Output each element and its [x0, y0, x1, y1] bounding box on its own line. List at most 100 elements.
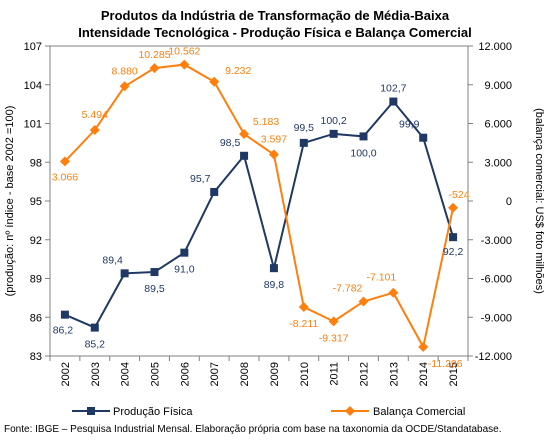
legend-swatch-producao-marker — [87, 407, 95, 415]
data-label-producao: 98,5 — [220, 137, 241, 149]
series-line-0 — [64, 99, 455, 329]
point-producao — [120, 269, 129, 278]
point-producao — [180, 248, 189, 257]
point-producao — [60, 310, 69, 319]
data-label-balanca: 9.232 — [225, 65, 251, 77]
point-producao — [150, 268, 159, 277]
right-tick-label: -3.000 — [481, 235, 512, 247]
point-producao — [329, 129, 338, 138]
right-tick-label: 3.000 — [484, 157, 512, 169]
axes: 2002 2003 2004 2005 2006 2007 2008 2009 2010 2011… — [24, 41, 512, 386]
data-label-balanca: 8.880 — [112, 65, 138, 77]
right-axis-title: (balança comercial: US$ foto milhões) — [533, 108, 545, 294]
left-tick-label: 83 — [30, 351, 42, 363]
chart-subtitle: Intensidade Tecnológica - Produção Físic… — [78, 25, 472, 40]
right-tick-label: 0 — [506, 196, 512, 208]
right-tick-label: 9.000 — [484, 80, 512, 92]
x-tick-label: 2009 — [269, 362, 281, 386]
point-balanca — [89, 125, 100, 136]
data-label-balanca: 3.066 — [52, 171, 78, 183]
x-tick-label: 2012 — [359, 362, 371, 386]
data-label-balanca: 5.183 — [253, 116, 279, 128]
point-balanca — [59, 156, 70, 167]
point-producao — [419, 133, 428, 142]
x-tick-label: 2004 — [120, 362, 132, 386]
data-label-balanca: -524 — [449, 189, 470, 201]
right-tick-label: 12.000 — [478, 41, 512, 53]
point-producao — [240, 151, 249, 160]
point-balanca — [149, 63, 160, 74]
x-tick-label: 2014 — [418, 362, 430, 386]
x-tick-label: 2008 — [239, 362, 251, 386]
point-producao — [299, 138, 308, 147]
x-tick-label: 2011 — [329, 362, 341, 386]
left-tick-label: 89 — [30, 274, 42, 286]
point-balanca — [328, 316, 339, 327]
legend: Produção Física Balança Comercial — [72, 406, 465, 418]
x-tick-label: 2006 — [179, 362, 191, 386]
legend-swatch-balanca-marker — [345, 406, 355, 416]
point-balanca — [179, 59, 190, 70]
data-label-producao: 89,5 — [144, 283, 165, 295]
legend-label-balanca: Balança Comercial — [373, 406, 465, 418]
point-producao — [210, 187, 219, 196]
point-producao — [90, 323, 99, 332]
legend-item-balanca: Balança Comercial — [331, 406, 465, 418]
point-balanca — [358, 296, 369, 307]
series-line-1 — [64, 63, 455, 350]
data-label-producao: 102,7 — [380, 83, 406, 95]
point-balanca — [119, 81, 130, 92]
data-label-producao: 89,8 — [264, 279, 285, 291]
legend-label-producao: Produção Física — [113, 406, 193, 418]
point-balanca — [448, 202, 459, 213]
point-producao — [359, 132, 368, 141]
data-label-balanca: -7.782 — [333, 283, 363, 295]
left-tick-label: 86 — [30, 312, 42, 324]
left-tick-label: 104 — [24, 80, 42, 92]
data-label-balanca: -8.211 — [289, 318, 318, 330]
data-label-producao: 99,9 — [399, 119, 420, 131]
legend-item-producao: Produção Física — [72, 406, 193, 418]
data-label-producao: 99,5 — [294, 122, 315, 134]
data-label-producao: 100,2 — [321, 115, 347, 127]
data-label-producao: 86,2 — [53, 325, 74, 337]
left-tick-label: 98 — [30, 157, 42, 169]
x-tick-label: 2005 — [150, 362, 162, 386]
point-balanca — [298, 302, 309, 313]
left-tick-label: 101 — [24, 119, 42, 131]
x-tick-label: 2010 — [299, 362, 311, 386]
point-producao — [449, 233, 458, 242]
data-label-producao: 89,4 — [102, 254, 123, 266]
x-tick-label: 2007 — [209, 362, 221, 386]
right-tick-label: 6.000 — [484, 119, 512, 131]
point-producao — [269, 264, 278, 273]
left-tick-label: 107 — [24, 41, 42, 53]
right-tick-label: -6.000 — [481, 274, 512, 286]
data-label-producao: 92,2 — [443, 246, 464, 258]
left-tick-label: 95 — [30, 196, 42, 208]
series-layer — [59, 59, 459, 352]
point-balanca — [268, 149, 279, 160]
right-tick-label: -12.000 — [475, 351, 512, 363]
data-label-producao: 100,0 — [350, 147, 376, 159]
data-labels: 86,2 85,2 89,4 89,5 91,0 95,7 98,5 89,8 99,5 100,… — [52, 46, 470, 370]
point-producao — [389, 97, 398, 106]
data-label-producao: 85,2 — [85, 339, 106, 351]
data-label-balanca: 10.562 — [168, 46, 200, 58]
point-balanca — [239, 129, 250, 140]
point-balanca — [418, 341, 429, 352]
source-note: Fonte: IBGE – Pesquisa Industrial Mensal… — [4, 424, 502, 435]
point-balanca — [388, 287, 399, 298]
data-label-balanca: -11.296 — [428, 358, 463, 370]
chart-title: Produtos da Indústria de Transformação d… — [101, 8, 450, 23]
data-label-balanca: -7.101 — [366, 272, 396, 284]
data-label-producao: 91,0 — [174, 264, 195, 276]
point-balanca — [209, 76, 220, 87]
x-tick-label: 2013 — [388, 362, 400, 386]
x-tick-label: 2015 — [448, 362, 460, 386]
data-label-balanca: 10.285 — [138, 49, 170, 61]
data-label-balanca: -9.317 — [319, 332, 349, 344]
right-tick-label: -9.000 — [481, 312, 512, 324]
